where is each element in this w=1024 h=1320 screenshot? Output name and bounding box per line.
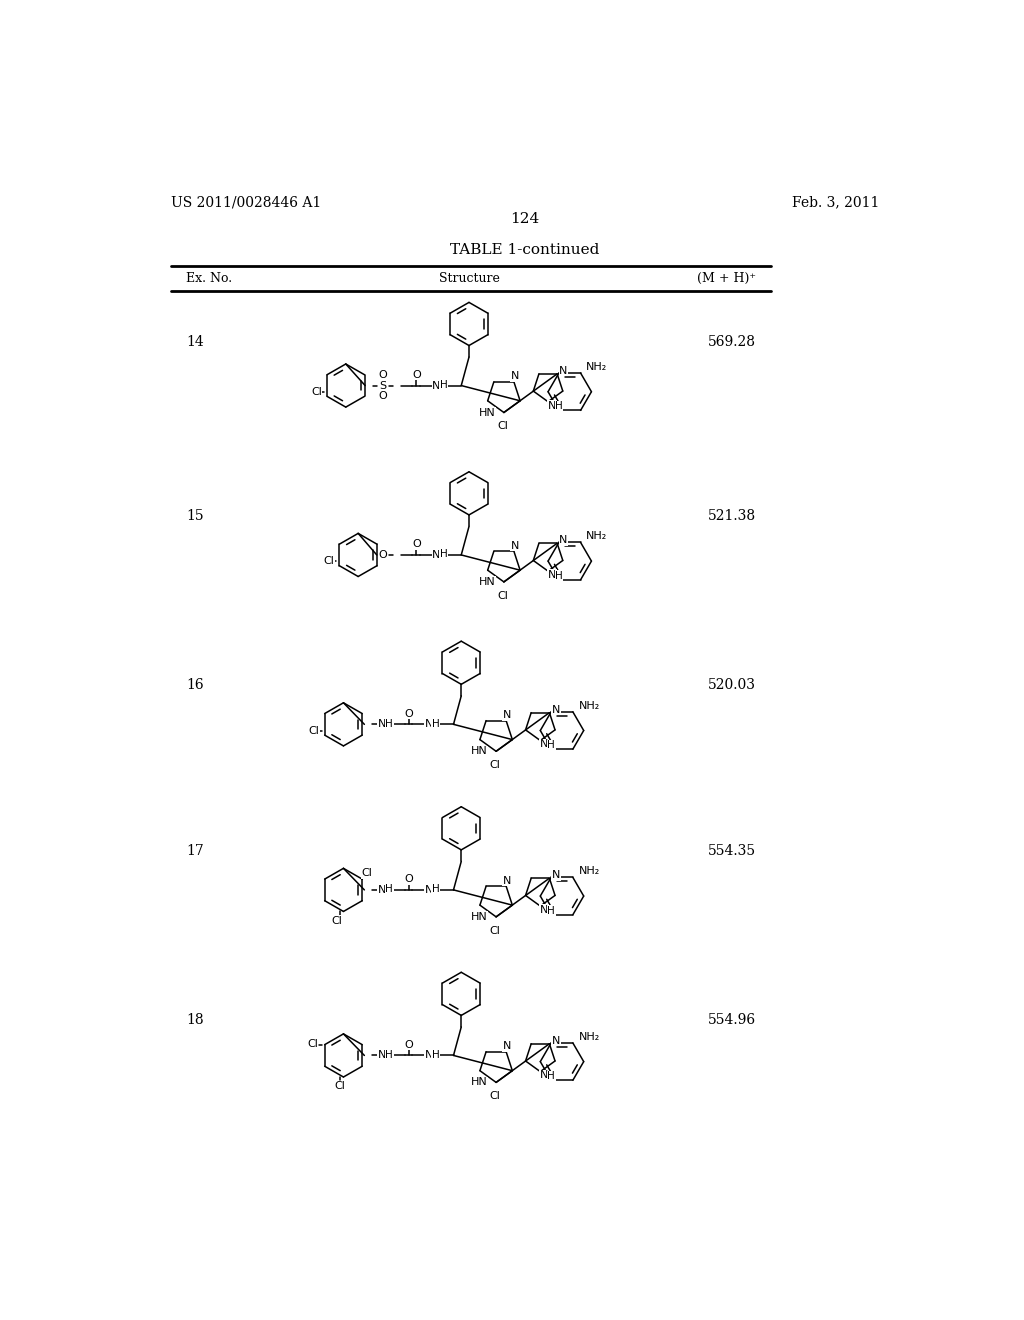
Text: H: H [432, 1049, 439, 1060]
Text: Cl: Cl [334, 1081, 345, 1092]
Text: Cl: Cl [489, 1092, 500, 1101]
Text: N: N [540, 739, 549, 750]
Text: 569.28: 569.28 [708, 335, 756, 350]
Text: Cl: Cl [311, 387, 322, 397]
Text: H: H [555, 570, 563, 581]
Text: S: S [380, 380, 386, 391]
Text: N: N [503, 1041, 511, 1051]
Text: N: N [432, 380, 440, 391]
Text: H: H [439, 549, 447, 560]
Text: O: O [412, 370, 421, 380]
Text: Cl: Cl [489, 760, 500, 770]
Text: N: N [548, 400, 556, 411]
Text: N: N [540, 1071, 549, 1081]
Text: H: H [385, 718, 393, 729]
Text: H: H [547, 1072, 555, 1081]
Text: Feb. 3, 2011: Feb. 3, 2011 [792, 195, 879, 210]
Text: N: N [432, 550, 440, 560]
Text: Cl: Cl [497, 421, 508, 432]
Text: NH₂: NH₂ [579, 701, 600, 711]
Text: N: N [503, 875, 511, 886]
Text: H: H [432, 718, 439, 729]
Text: N: N [511, 371, 519, 381]
Text: Cl: Cl [497, 591, 508, 601]
Text: Cl: Cl [361, 869, 372, 878]
Text: N: N [503, 710, 511, 721]
Text: 554.35: 554.35 [708, 843, 756, 858]
Text: NH₂: NH₂ [587, 362, 607, 372]
Text: Cl: Cl [489, 925, 500, 936]
Text: 15: 15 [186, 508, 204, 523]
Text: 521.38: 521.38 [708, 508, 756, 523]
Text: O: O [404, 1040, 413, 1049]
Text: N: N [425, 719, 433, 730]
Text: TABLE 1-continued: TABLE 1-continued [451, 243, 599, 257]
Text: N: N [378, 719, 386, 730]
Text: 124: 124 [510, 213, 540, 226]
Text: O: O [412, 539, 421, 549]
Text: O: O [379, 550, 387, 560]
Text: Ex. No.: Ex. No. [186, 272, 232, 285]
Text: N: N [425, 884, 433, 895]
Text: N: N [552, 1036, 560, 1045]
Text: N: N [552, 705, 560, 714]
Text: N: N [540, 906, 549, 915]
Text: O: O [379, 370, 387, 380]
Text: N: N [559, 536, 567, 545]
Text: HN: HN [471, 1077, 487, 1088]
Text: HN: HN [478, 408, 496, 417]
Text: N: N [378, 884, 386, 895]
Text: H: H [385, 884, 393, 894]
Text: O: O [379, 391, 387, 401]
Text: Cl: Cl [308, 726, 319, 735]
Text: NH₂: NH₂ [579, 866, 600, 876]
Text: H: H [555, 401, 563, 412]
Text: Cl: Cl [324, 556, 334, 566]
Text: 17: 17 [186, 843, 204, 858]
Text: N: N [425, 1051, 433, 1060]
Text: Cl: Cl [332, 916, 343, 925]
Text: US 2011/0028446 A1: US 2011/0028446 A1 [171, 195, 321, 210]
Text: Structure: Structure [438, 272, 500, 285]
Text: N: N [548, 570, 556, 579]
Text: (M + H)⁺: (M + H)⁺ [696, 272, 756, 285]
Text: HN: HN [471, 746, 487, 756]
Text: HN: HN [471, 912, 487, 921]
Text: 14: 14 [186, 335, 204, 350]
Text: H: H [547, 741, 555, 750]
Text: O: O [404, 709, 413, 718]
Text: H: H [439, 380, 447, 389]
Text: 16: 16 [186, 678, 204, 692]
Text: 554.96: 554.96 [708, 1014, 756, 1027]
Text: H: H [385, 1049, 393, 1060]
Text: NH₂: NH₂ [587, 532, 607, 541]
Text: NH₂: NH₂ [579, 1032, 600, 1041]
Text: 520.03: 520.03 [708, 678, 756, 692]
Text: HN: HN [478, 577, 496, 587]
Text: O: O [404, 874, 413, 884]
Text: N: N [552, 870, 560, 880]
Text: Cl: Cl [307, 1039, 317, 1049]
Text: N: N [511, 541, 519, 550]
Text: 18: 18 [186, 1014, 204, 1027]
Text: H: H [547, 906, 555, 916]
Text: N: N [559, 366, 567, 376]
Text: H: H [432, 884, 439, 894]
Text: N: N [378, 1051, 386, 1060]
